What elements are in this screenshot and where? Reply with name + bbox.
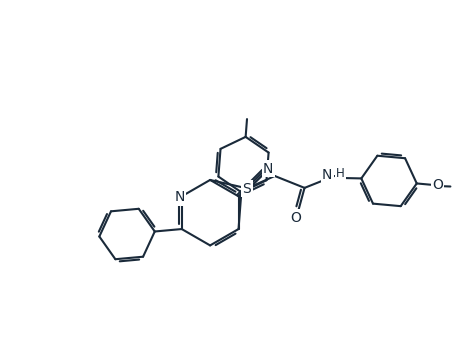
Text: N: N	[263, 162, 273, 176]
Text: S: S	[242, 182, 251, 196]
Text: N: N	[174, 190, 185, 204]
Text: N: N	[321, 168, 332, 182]
Text: O: O	[290, 211, 300, 225]
Text: O: O	[431, 178, 442, 192]
Text: H: H	[336, 167, 344, 181]
